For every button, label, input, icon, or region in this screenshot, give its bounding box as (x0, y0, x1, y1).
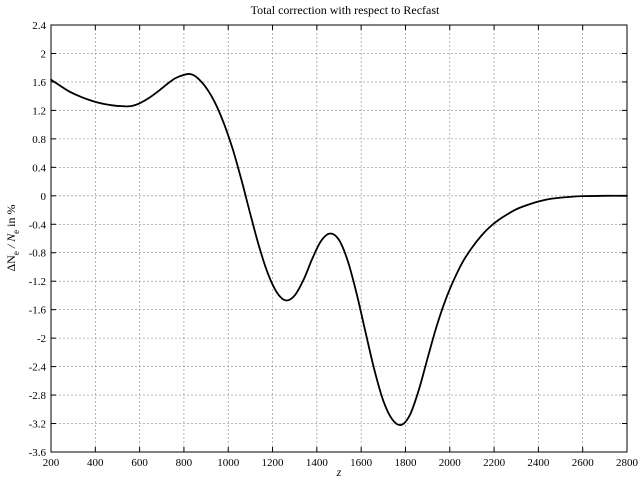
y-tick-label: -0.4 (29, 219, 47, 231)
y-axis-label-subscript-2: e (11, 230, 21, 234)
x-tick-label: 1400 (306, 457, 329, 469)
x-tick-label: 2400 (527, 457, 550, 469)
y-tick-label: 0.4 (32, 162, 46, 174)
y-tick-label: 0.8 (32, 134, 46, 146)
y-tick-label: -2.8 (29, 390, 47, 402)
x-tick-label: 400 (87, 457, 104, 469)
x-axis-label: z (336, 465, 342, 479)
series-line-0 (50, 73, 628, 426)
y-axis-label: ΔNe / Ne in % (4, 204, 21, 271)
x-tick-label: 800 (176, 457, 193, 469)
x-tick-label: 2200 (483, 457, 506, 469)
ticks-layer: 200 400 600 800 1000 1200 1400 1600 1800 2000 2200… (29, 20, 639, 469)
y-axis-label-prefix: ΔN (4, 255, 18, 272)
y-tick-label: -1.2 (29, 276, 46, 288)
series-layer (50, 73, 628, 426)
x-tick-label: 2800 (616, 457, 639, 469)
x-tick-label: 2000 (439, 457, 462, 469)
y-tick-label: -2 (37, 333, 46, 345)
plot-frame (50, 24, 628, 453)
x-tick-label: 1600 (350, 457, 373, 469)
y-axis-label-middle: / N (4, 233, 18, 251)
y-tick-label: 2 (41, 48, 47, 60)
x-tick-label: 2600 (572, 457, 595, 469)
y-tick-label: -2.4 (29, 362, 47, 374)
y-axis-label-suffix: in % (4, 204, 18, 229)
y-tick-label: -1.6 (29, 305, 47, 317)
x-tick-label: 1000 (217, 457, 240, 469)
y-tick-label: 1.2 (32, 105, 46, 117)
grid-layer (51, 25, 627, 452)
y-tick-label: 2.4 (32, 20, 46, 32)
y-tick-label: -3.6 (29, 447, 47, 459)
y-tick-label: 1.6 (32, 77, 46, 89)
chart-title: Total correction with respect to Recfast (251, 3, 440, 17)
x-tick-label: 1200 (262, 457, 285, 469)
x-tick-label: 600 (131, 457, 148, 469)
y-tick-label: -0.8 (29, 248, 47, 260)
x-tick-label: 1800 (394, 457, 417, 469)
x-tick-label: 200 (43, 457, 60, 469)
y-axis-label-subscript-1: e (11, 251, 21, 255)
y-tick-label: 0 (41, 191, 47, 203)
y-tick-label: -3.2 (29, 419, 46, 431)
